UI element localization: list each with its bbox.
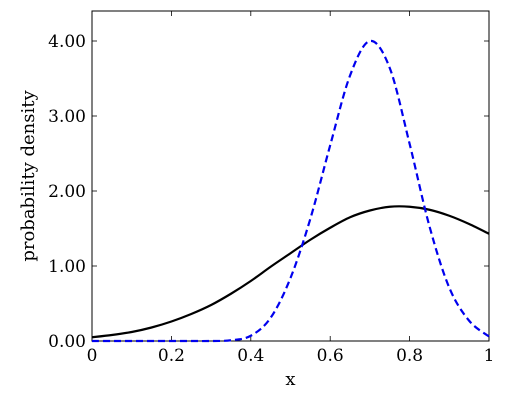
x-tick-label: 0.4 <box>237 346 264 366</box>
y-tick-label: 2.00 <box>48 182 86 202</box>
series-layer <box>91 39 490 343</box>
y-tick-label: 1.00 <box>48 257 86 277</box>
series-line-0 <box>91 205 490 339</box>
y-axis-title: probability density <box>18 90 39 262</box>
y-tick-labels: 0.00 1.00 2.00 3.00 4.00 <box>48 32 86 352</box>
x-axis-title: x <box>285 369 295 390</box>
x-tick-label: 0 <box>87 346 98 366</box>
y-tick-label: 0.00 <box>48 332 86 352</box>
plot-area <box>91 10 490 343</box>
x-tick-label: 0.8 <box>396 346 423 366</box>
y-tick-label: 3.00 <box>48 107 86 127</box>
x-tick-labels: 0 0.2 0.4 0.6 0.8 1 <box>87 346 495 366</box>
x-tick-label: 1 <box>484 346 495 366</box>
y-tick-label: 4.00 <box>48 32 86 52</box>
series-line-1 <box>91 39 490 343</box>
x-tick-label: 0.2 <box>158 346 185 366</box>
plot-frame <box>91 10 490 342</box>
tick-marks <box>91 11 490 342</box>
x-tick-label: 0.6 <box>317 346 344 366</box>
